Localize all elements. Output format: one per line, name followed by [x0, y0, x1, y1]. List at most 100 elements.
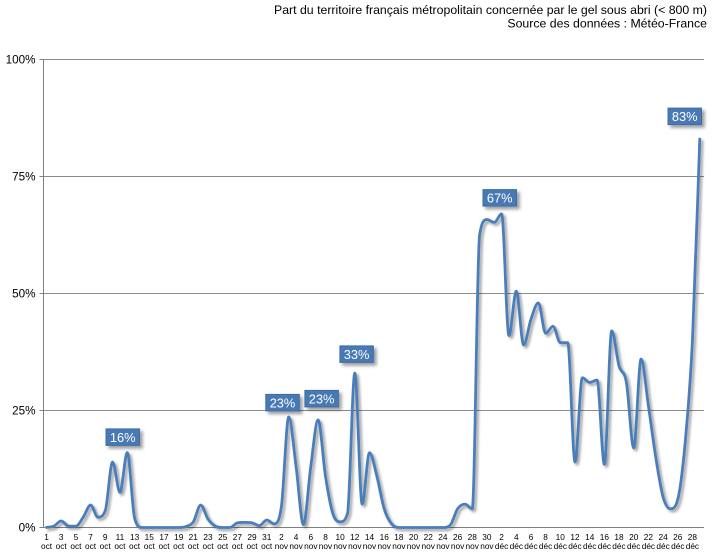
svg-text:oct: oct — [144, 541, 156, 551]
svg-text:oct: oct — [85, 541, 97, 551]
svg-text:15: 15 — [145, 532, 155, 542]
svg-text:12: 12 — [570, 532, 580, 542]
svg-text:oct: oct — [129, 541, 141, 551]
svg-text:nov: nov — [289, 541, 303, 551]
svg-text:19: 19 — [174, 532, 184, 542]
svg-text:50%: 50% — [12, 288, 35, 301]
svg-text:déc: déc — [598, 541, 611, 551]
svg-text:oct: oct — [173, 541, 185, 551]
svg-text:oct: oct — [70, 541, 82, 551]
svg-text:oct: oct — [114, 541, 126, 551]
svg-text:30: 30 — [482, 532, 492, 542]
svg-text:100%: 100% — [6, 54, 36, 67]
svg-text:20: 20 — [409, 532, 419, 542]
svg-text:33%: 33% — [344, 347, 370, 362]
svg-text:18: 18 — [394, 532, 404, 542]
svg-text:oct: oct — [158, 541, 170, 551]
svg-text:8: 8 — [323, 532, 328, 542]
svg-text:26: 26 — [673, 532, 683, 542]
svg-text:22: 22 — [644, 532, 654, 542]
svg-text:nov: nov — [436, 541, 450, 551]
svg-text:24: 24 — [658, 532, 668, 542]
svg-text:nov: nov — [333, 541, 347, 551]
svg-text:3: 3 — [59, 532, 64, 542]
svg-text:nov: nov — [363, 541, 377, 551]
svg-text:28: 28 — [468, 532, 478, 542]
svg-text:oct: oct — [246, 541, 258, 551]
svg-text:23%: 23% — [309, 391, 335, 406]
svg-text:23%: 23% — [270, 395, 296, 410]
svg-text:oct: oct — [261, 541, 273, 551]
svg-text:oct: oct — [232, 541, 244, 551]
svg-text:14: 14 — [365, 532, 375, 542]
svg-text:nov: nov — [451, 541, 465, 551]
svg-text:déc: déc — [656, 541, 669, 551]
svg-text:7: 7 — [88, 532, 93, 542]
svg-text:28: 28 — [688, 532, 698, 542]
svg-text:20: 20 — [629, 532, 639, 542]
svg-text:oct: oct — [56, 541, 68, 551]
svg-text:déc: déc — [583, 541, 596, 551]
svg-text:6: 6 — [529, 532, 534, 542]
svg-text:oct: oct — [188, 541, 200, 551]
svg-text:21: 21 — [189, 532, 199, 542]
svg-text:déc: déc — [642, 541, 655, 551]
svg-text:nov: nov — [348, 541, 362, 551]
svg-text:oct: oct — [100, 541, 112, 551]
svg-text:75%: 75% — [12, 171, 35, 184]
svg-text:nov: nov — [319, 541, 333, 551]
svg-text:déc: déc — [510, 541, 523, 551]
svg-text:8: 8 — [543, 532, 548, 542]
svg-text:déc: déc — [627, 541, 640, 551]
svg-text:déc: déc — [671, 541, 684, 551]
svg-text:13: 13 — [130, 532, 140, 542]
svg-text:1: 1 — [44, 532, 49, 542]
svg-text:29: 29 — [247, 532, 257, 542]
svg-text:2: 2 — [279, 532, 284, 542]
svg-text:26: 26 — [453, 532, 463, 542]
svg-text:5: 5 — [74, 532, 79, 542]
svg-text:nov: nov — [480, 541, 494, 551]
svg-text:31: 31 — [262, 532, 272, 542]
svg-text:67%: 67% — [487, 191, 513, 206]
svg-text:nov: nov — [304, 541, 318, 551]
svg-text:25: 25 — [218, 532, 228, 542]
svg-text:22: 22 — [424, 532, 434, 542]
svg-text:nov: nov — [378, 541, 392, 551]
svg-text:6: 6 — [308, 532, 313, 542]
svg-text:24: 24 — [438, 532, 448, 542]
svg-text:nov: nov — [466, 541, 480, 551]
svg-text:oct: oct — [41, 541, 53, 551]
svg-text:14: 14 — [585, 532, 595, 542]
svg-text:nov: nov — [407, 541, 421, 551]
svg-text:4: 4 — [514, 532, 519, 542]
svg-text:16: 16 — [380, 532, 390, 542]
svg-text:23: 23 — [203, 532, 213, 542]
svg-text:16%: 16% — [110, 430, 136, 445]
svg-text:11: 11 — [116, 532, 125, 542]
svg-text:déc: déc — [568, 541, 581, 551]
svg-text:10: 10 — [335, 532, 345, 542]
svg-text:10: 10 — [556, 532, 566, 542]
svg-text:déc: déc — [524, 541, 537, 551]
svg-text:Source des données : Météo-Fra: Source des données : Météo-France — [507, 16, 707, 30]
svg-text:Part du territoire français mé: Part du territoire français métropolitai… — [274, 3, 707, 17]
svg-text:0%: 0% — [19, 522, 36, 535]
svg-text:16: 16 — [600, 532, 610, 542]
svg-text:12: 12 — [350, 532, 360, 542]
svg-text:2: 2 — [499, 532, 504, 542]
svg-text:oct: oct — [202, 541, 214, 551]
svg-text:déc: déc — [554, 541, 567, 551]
svg-text:4: 4 — [294, 532, 299, 542]
svg-text:nov: nov — [422, 541, 436, 551]
svg-text:déc: déc — [495, 541, 508, 551]
svg-text:83%: 83% — [672, 109, 698, 124]
svg-text:25%: 25% — [12, 405, 35, 418]
svg-text:18: 18 — [614, 532, 624, 542]
svg-text:déc: déc — [612, 541, 625, 551]
svg-text:oct: oct — [217, 541, 229, 551]
svg-text:9: 9 — [103, 532, 108, 542]
svg-text:27: 27 — [233, 532, 243, 542]
svg-text:déc: déc — [539, 541, 552, 551]
svg-text:nov: nov — [275, 541, 289, 551]
